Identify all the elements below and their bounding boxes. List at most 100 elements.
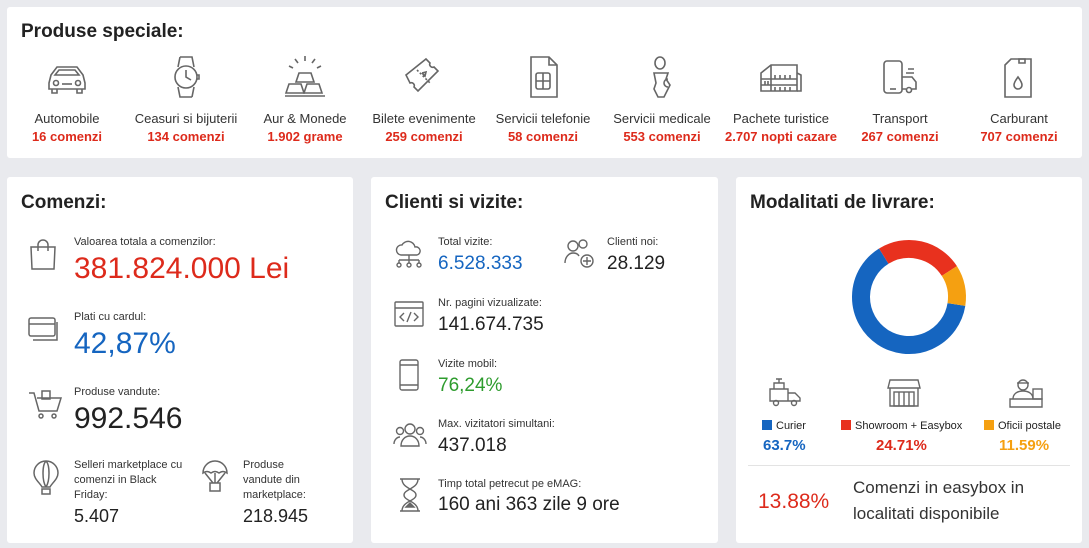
delivery-truck-icon (768, 377, 802, 407)
shopping-bag-icon (27, 237, 59, 271)
product-telephony[interactable]: Servicii telefonie 58 comenzi (483, 53, 603, 144)
product-count: 1.902 grame (267, 129, 343, 144)
marketplace-products-label: Produse vandute din marketplace: (243, 459, 306, 501)
clients-visits-card: Clienti si vizite: Total vizite: 6.528.3… (371, 177, 718, 543)
card-payments-value: 42,87% (74, 327, 176, 360)
product-gold[interactable]: Aur & Monede 1.902 grame (245, 53, 365, 144)
legend-swatch-curier (762, 420, 772, 430)
showroom-percent: 24.71% (876, 437, 927, 454)
product-medical[interactable]: Servicii medicale 553 comenzi (602, 53, 722, 144)
product-tickets[interactable]: Bilete evenimente 259 comenzi (364, 53, 484, 144)
product-watches[interactable]: Ceasuri si bijuterii 134 comenzi (126, 53, 246, 144)
medical-icon (638, 53, 686, 101)
legend-swatch-oficii (984, 420, 994, 430)
easybox-text-line1: Comenzi in easybox in (853, 478, 1025, 497)
divider (748, 465, 1070, 466)
product-count: 58 comenzi (507, 129, 579, 144)
product-name: Aur & Monede (263, 111, 347, 126)
total-value-label: Valoarea totala a comenzilor: (74, 236, 216, 248)
product-count: 134 comenzi (147, 129, 225, 144)
mobile-visits-value: 76,24% (438, 375, 503, 396)
simultaneous-visitors-label: Max. vizitatori simultani: (438, 418, 555, 430)
donut-slice-showroom-easybox (879, 240, 957, 277)
orders-card: Comenzi: Valoarea totala a comenzilor: 3… (7, 177, 353, 543)
marketplace-products-value: 218.945 (243, 506, 309, 526)
time-spent-label: Timp total petrecut pe eMAG: (438, 478, 582, 490)
parachute-box-icon (201, 459, 229, 493)
watch-icon (162, 53, 210, 101)
clients-visits-title: Clienti si vizite: (385, 192, 524, 213)
delivery-donut-chart (852, 240, 966, 354)
product-count: 259 comenzi (385, 129, 463, 144)
products-sold-label: Produse vandute: (74, 386, 161, 398)
total-visits-value: 6.528.333 (438, 253, 523, 274)
shopping-cart-icon (27, 387, 63, 421)
cloud-network-icon (393, 237, 425, 269)
card-payments-label: Plati cu cardul: (74, 311, 147, 323)
product-name: Servicii telefonie (495, 111, 591, 126)
hourglass-icon (398, 477, 422, 513)
store-icon (887, 378, 921, 408)
hot-air-balloon-icon (32, 459, 60, 495)
post-office-worker-icon (1008, 377, 1044, 409)
product-automobile[interactable]: Automobile 16 comenzi (7, 53, 127, 144)
special-products-title: Produse speciale: (21, 21, 184, 42)
page-views-label: Nr. pagini vizualizate: (438, 297, 542, 309)
delivery-methods-card: Modalitati de livrare: Curier Showroom +… (736, 177, 1082, 543)
mobile-visits-label: Vizite mobil: (438, 358, 498, 370)
product-name: Ceasuri si bijuterii (134, 111, 238, 126)
total-visits-label: Total vizite: (438, 236, 493, 248)
mobile-phone-icon (398, 358, 420, 392)
gold-bars-icon (281, 53, 329, 101)
new-clients-value: 28.129 (607, 253, 666, 274)
sellers-value: 5.407 (74, 506, 120, 526)
time-spent-value: 160 ani 363 zile 9 ore (438, 494, 620, 515)
code-window-icon (393, 299, 425, 329)
donut-slice-oficii-postale (941, 266, 966, 306)
legend-swatch-showroom (841, 420, 851, 430)
legend-showroom: Showroom + Easybox (841, 420, 962, 432)
orders-title: Comenzi: (21, 192, 107, 213)
transport-icon (876, 53, 924, 101)
easybox-text-line2: localitati disponibile (853, 504, 1000, 523)
easybox-percent: 13.88% (758, 490, 830, 513)
product-transport[interactable]: Transport 267 comenzi (840, 53, 960, 144)
sim-card-icon (519, 53, 567, 101)
curier-percent: 63.7% (763, 437, 806, 454)
special-products-card: Produse speciale: Automobile 16 comenzi … (7, 7, 1082, 158)
product-count: 267 comenzi (861, 129, 939, 144)
products-sold-value: 992.546 (74, 402, 183, 435)
product-count: 707 comenzi (980, 129, 1058, 144)
sellers-label: Selleri marketplace cu comenzi in Black … (74, 459, 183, 501)
legend-label: Curier (776, 420, 806, 432)
legend-oficii: Oficii postale (984, 420, 1061, 432)
fuel-can-icon (995, 53, 1043, 101)
product-name: Transport (872, 111, 928, 126)
product-count: 2.707 nopti cazare (725, 129, 837, 144)
product-count: 553 comenzi (623, 129, 701, 144)
product-tourism[interactable]: Pachete turistice 2.707 nopti cazare (721, 53, 841, 144)
product-count: 16 comenzi (31, 129, 103, 144)
legend-label: Showroom + Easybox (855, 420, 963, 432)
product-name: Carburant (990, 111, 1048, 126)
ticket-icon (400, 53, 448, 101)
page-views-value: 141.674.735 (438, 314, 544, 335)
product-fuel[interactable]: Carburant 707 comenzi (959, 53, 1079, 144)
colosseum-icon (757, 53, 805, 101)
car-icon (43, 53, 91, 101)
product-name: Bilete evenimente (372, 111, 476, 126)
simultaneous-visitors-value: 437.018 (438, 435, 507, 456)
delivery-methods-title: Modalitati de livrare: (750, 192, 935, 213)
product-name: Pachete turistice (732, 111, 830, 126)
new-clients-label: Clienti noi: (607, 236, 659, 248)
product-name: Automobile (34, 111, 100, 126)
donut-slice-curier (852, 248, 966, 354)
legend-curier: Curier (762, 420, 806, 432)
product-name: Servicii medicale (613, 111, 711, 126)
credit-card-icon (27, 314, 61, 344)
legend-label: Oficii postale (998, 420, 1061, 432)
oficii-percent: 11.59% (999, 437, 1050, 454)
total-value: 381.824.000 Lei (74, 252, 290, 285)
users-group-icon (393, 420, 427, 450)
new-users-icon (563, 237, 595, 269)
